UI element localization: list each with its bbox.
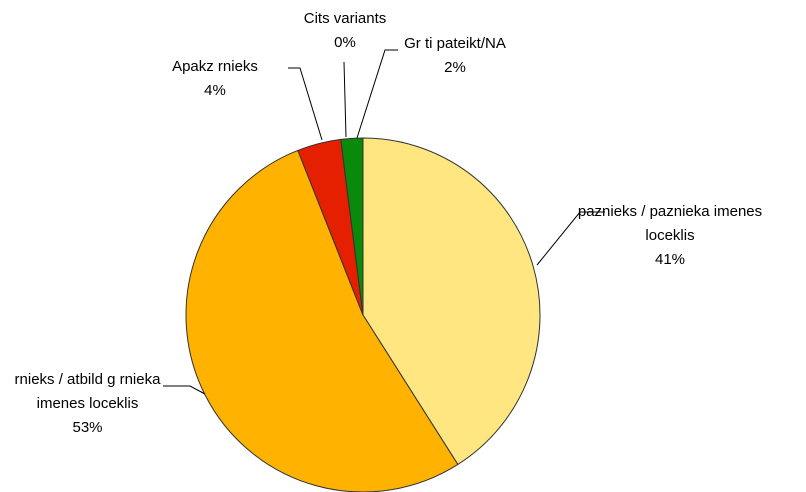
leader-line (536, 211, 605, 266)
leader-line (343, 61, 347, 138)
slice-label: Apakz rnieks 4% (150, 55, 280, 103)
slice-label: paznieks / paznieka imenes loceklis 41% (575, 200, 765, 272)
value-label: 2% (444, 59, 466, 76)
category-label: Apakz rnieks (172, 58, 258, 75)
slice-label: Cits variants 0% (275, 7, 415, 55)
value-label: 4% (204, 82, 226, 99)
category-label: Gr ti pateikt/NA (404, 35, 506, 52)
slice-label: rnieks / atbild g rnieka imenes loceklis… (0, 368, 175, 440)
category-label: rnieks / atbild g rnieka imenes loceklis (14, 371, 161, 412)
leader-line (288, 67, 323, 141)
value-label: 53% (72, 419, 103, 436)
slice-label: Gr ti pateikt/NA 2% (385, 32, 525, 80)
pie-slice (185, 149, 459, 492)
pie-slice (340, 137, 364, 316)
pie-slice (362, 137, 541, 466)
leader-line (356, 49, 398, 139)
value-label: 41% (654, 251, 686, 268)
category-label: paznieks / paznieka imenes loceklis (577, 203, 763, 244)
value-label: 0% (334, 34, 356, 51)
leader-line (163, 385, 206, 395)
category-label: Cits variants (303, 10, 387, 27)
